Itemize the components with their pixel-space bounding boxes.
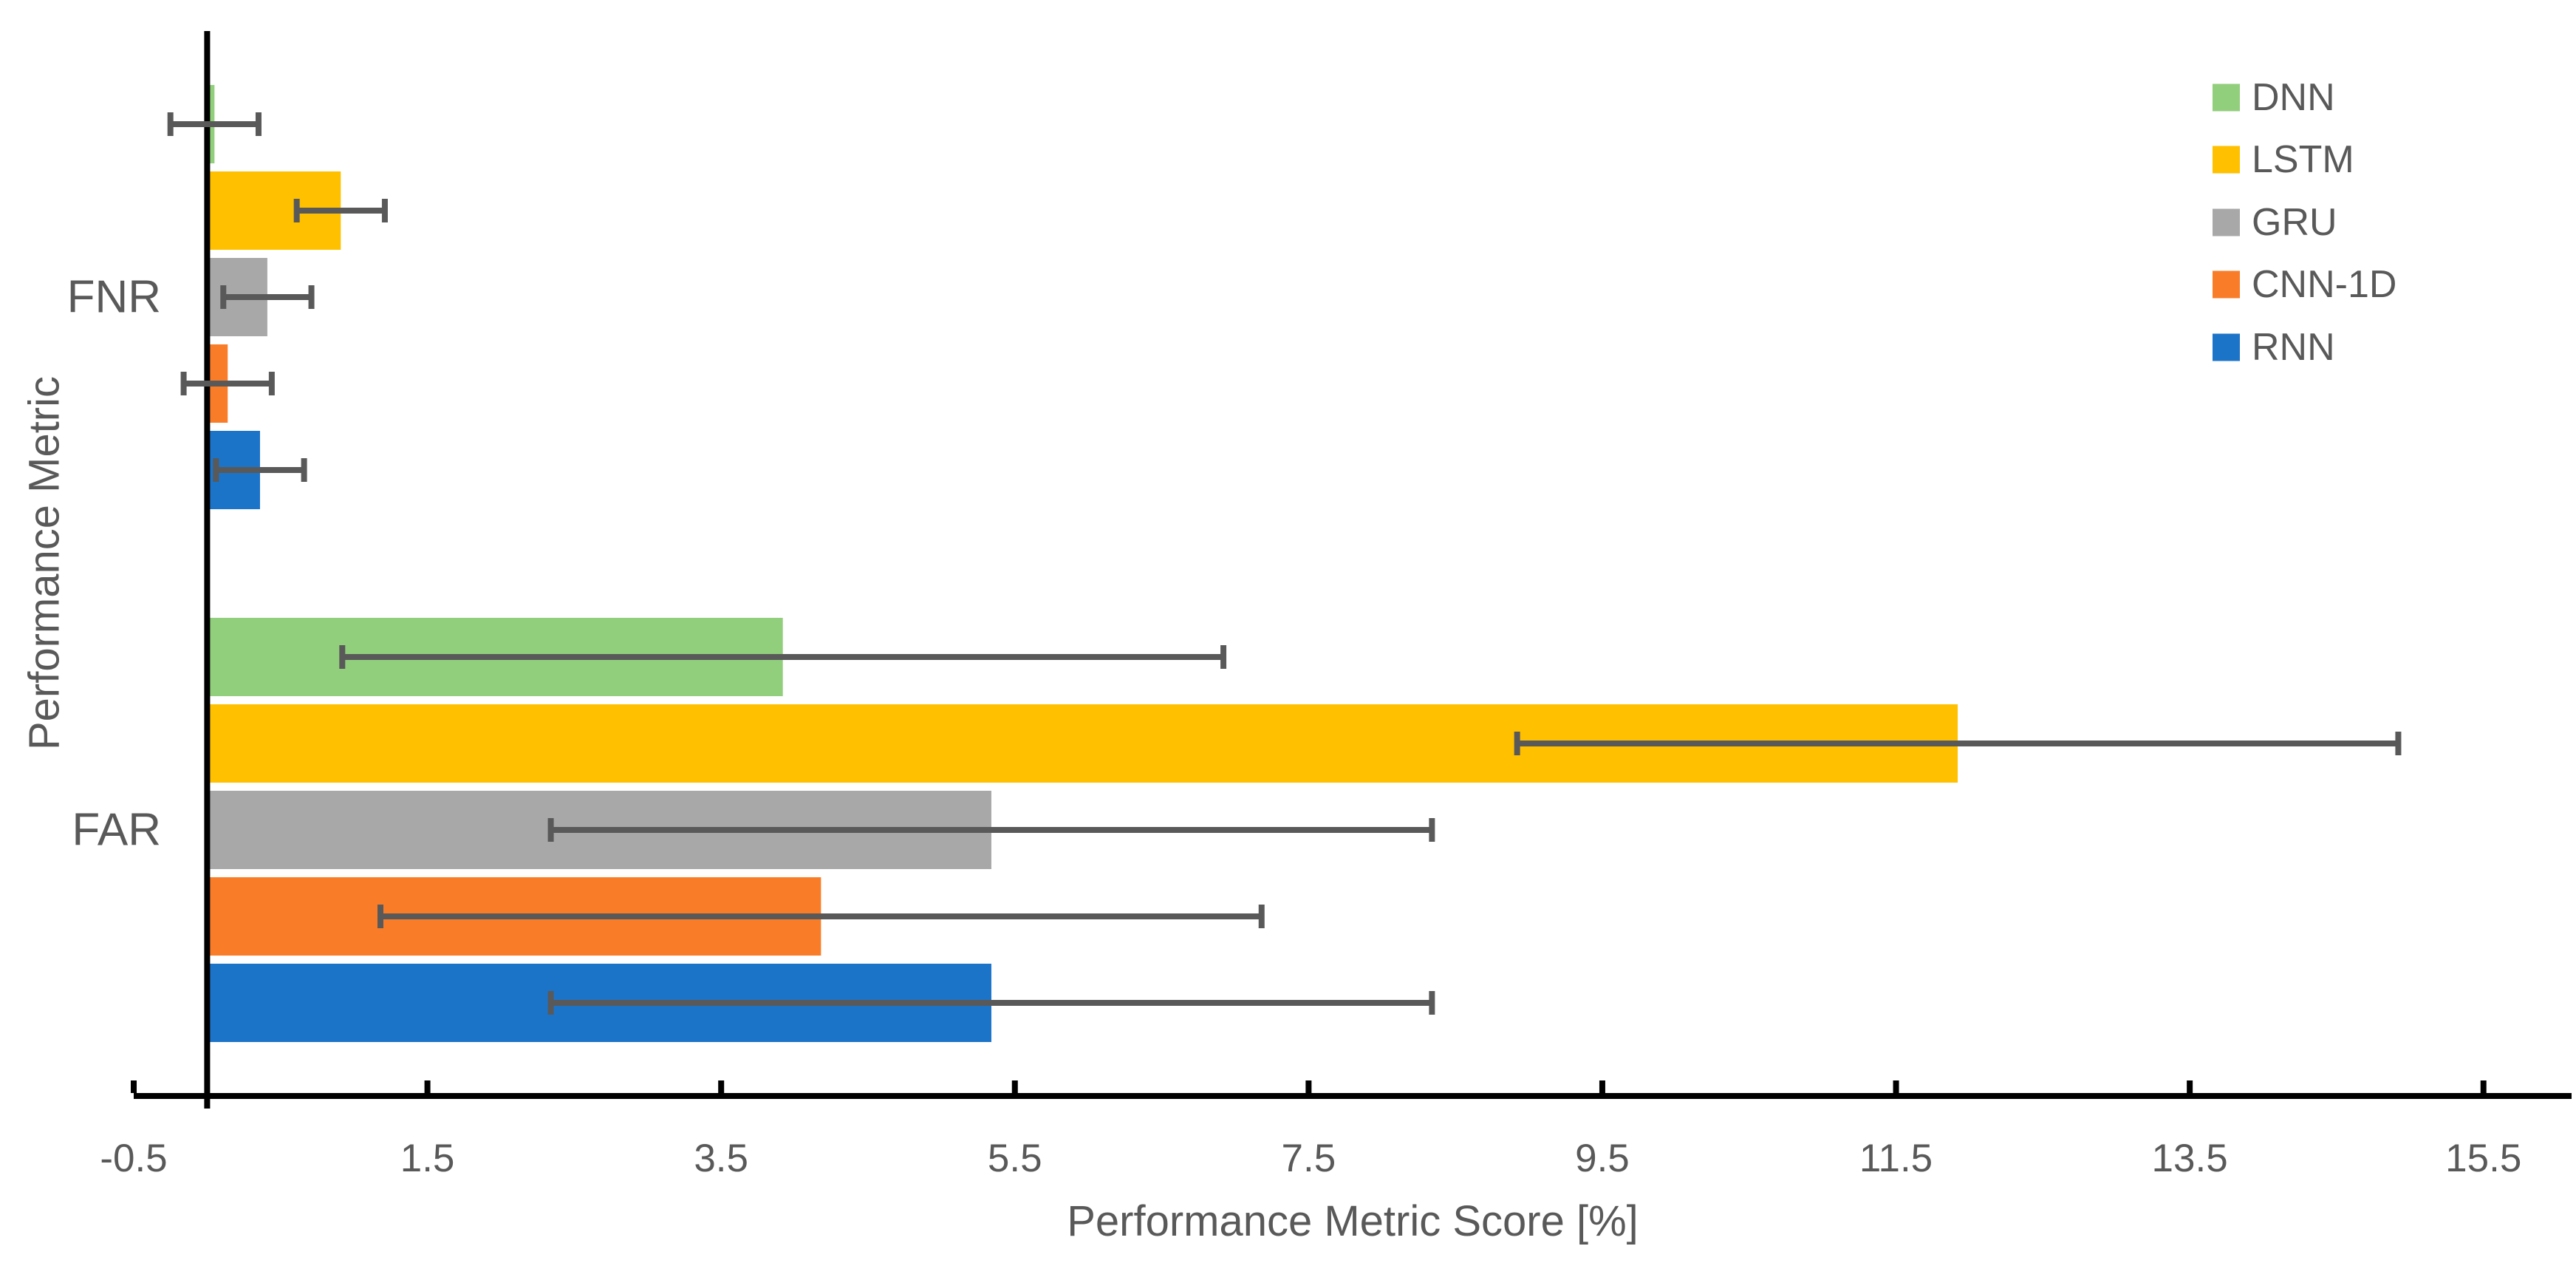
error-bar-cap-left [293,199,300,222]
error-bar-FAR-RNN [547,991,1435,1015]
error-bar-cap-left [339,645,346,669]
x-axis-tick-3.5 [718,1080,725,1093]
legend-item-GRU: GRU [2213,201,2337,244]
legend-swatch-RNN [2213,333,2240,361]
legend: DNN LSTM GRU CNN-1D RNN [2213,76,2396,369]
x-tick-label-5.5: 5.5 [988,1137,1042,1180]
error-bar-FAR-GRU [547,818,1435,842]
x-tick-label--0.5: -0.5 [100,1137,167,1180]
error-bar-cap-right [2395,732,2402,755]
error-bar-cap-left [180,372,187,395]
legend-swatch-DNN [2213,84,2240,112]
axes-layer [131,31,2572,1109]
x-tick-label-3.5: 3.5 [694,1137,748,1180]
x-tick-label-9.5: 9.5 [1575,1137,1630,1180]
error-bar-cap-right [1220,645,1227,669]
x-axis-line [134,1093,2572,1099]
legend-label-RNN: RNN [2252,326,2335,369]
x-tick-label-15.5: 15.5 [2445,1137,2521,1180]
error-bar-cap-right [1258,905,1265,928]
legend-item-RNN: RNN [2213,326,2335,369]
error-bar-FNR-CNN-1D [180,372,275,395]
category-label-FAR: FAR [72,805,161,856]
y-axis-title: Performance Metric [21,376,69,750]
x-tick-label-1.5: 1.5 [400,1137,455,1180]
x-tick-label-13.5: 13.5 [2152,1137,2228,1180]
error-bar-cap-left [167,112,174,136]
error-bar-cap-left [547,818,554,842]
x-axis-tick-9.5 [1599,1080,1605,1093]
error-bar-line [380,913,1262,919]
category-label-FNR: FNR [67,272,161,323]
error-bars-layer [167,112,2402,1015]
bars-layer [207,85,1958,1042]
legend-label-GRU: GRU [2252,201,2337,244]
error-bar-cap-right [1429,818,1435,842]
legend-item-CNN-1D: CNN-1D [2213,263,2396,306]
error-bar-line [183,381,272,387]
error-bar-line [216,467,304,473]
error-bar-cap-left [547,991,554,1015]
legend-item-LSTM: LSTM [2213,138,2354,181]
x-axis-tick-13.5 [2187,1080,2193,1093]
x-axis-tick-1.5 [424,1080,431,1093]
category-labels: FNR FAR [67,272,161,856]
y-axis-line [204,31,211,1109]
error-bar-line [1517,741,2399,746]
x-axis-tick-7.5 [1305,1080,1312,1093]
error-bar-FNR-DNN [167,112,262,136]
legend-label-DNN: DNN [2252,76,2335,119]
error-bar-FAR-LSTM [1514,732,2402,755]
error-bar-FNR-RNN [213,458,307,482]
error-bar-cap-right [381,199,388,222]
error-bar-cap-right [308,285,315,309]
error-bar-line [296,208,385,214]
error-bar-cap-right [255,112,262,136]
error-bar-cap-right [1429,991,1435,1015]
x-axis-title: Performance Metric Score [%] [1067,1197,1639,1245]
x-axis-tick-5.5 [1011,1080,1018,1093]
x-axis-tick--0.5 [131,1080,137,1093]
error-bar-line [170,121,259,127]
legend-swatch-CNN-1D [2213,270,2240,299]
error-bar-FNR-LSTM [293,199,388,222]
x-axis-tick-11.5 [1893,1080,1899,1093]
error-bar-cap-right [268,372,275,395]
legend-item-DNN: DNN [2213,76,2335,119]
legend-swatch-LSTM [2213,146,2240,174]
legend-label-CNN-1D: CNN-1D [2252,263,2396,306]
legend-swatch-GRU [2213,208,2240,236]
x-tick-label-11.5: 11.5 [1859,1137,1933,1180]
error-bar-FNR-GRU [220,285,315,309]
error-bar-cap-left [377,905,383,928]
error-bar-cap-left [1514,732,1520,755]
x-tick-label-7.5: 7.5 [1282,1137,1336,1180]
error-bar-line [550,1000,1432,1006]
error-bar-cap-left [220,285,227,309]
error-bar-FAR-CNN-1D [377,905,1265,928]
error-bar-line [550,827,1432,833]
error-bar-cap-right [301,458,307,482]
legend-label-LSTM: LSTM [2252,138,2354,181]
x-tick-labels: -0.5 1.5 3.5 5.5 7.5 9.5 11.5 13.5 15.5 [100,1137,2521,1180]
error-bar-line [223,294,312,300]
x-axis-tick-15.5 [2480,1080,2487,1093]
error-bar-FAR-DNN [339,645,1227,669]
error-bar-cap-left [213,458,219,482]
error-bar-line [342,654,1224,660]
